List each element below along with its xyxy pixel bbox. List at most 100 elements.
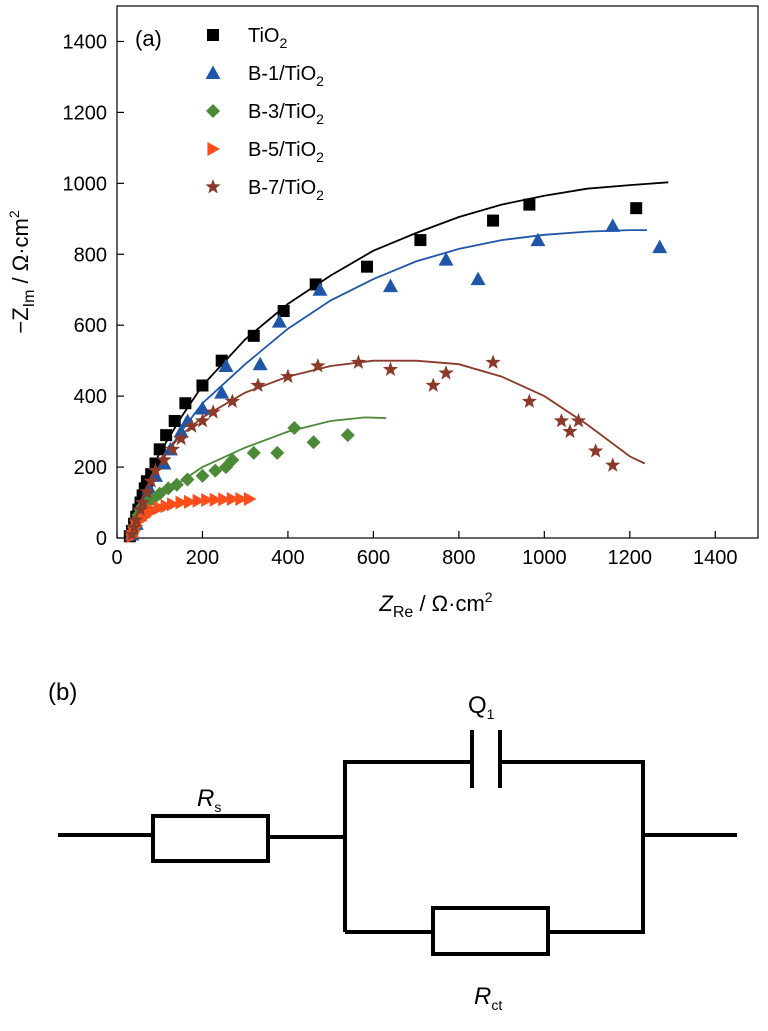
- data-point: [184, 494, 197, 509]
- y-tick-label: 0: [96, 528, 107, 550]
- data-point: [438, 365, 454, 380]
- data-point: [605, 457, 621, 472]
- legend-label: B-3/TiO2: [248, 101, 324, 127]
- panel-b-label: (b): [48, 679, 77, 706]
- resistor-rs: [151, 814, 270, 863]
- data-point: [160, 499, 174, 514]
- y-tick-label: 1400: [63, 31, 108, 53]
- x-tick-label: 400: [271, 547, 304, 569]
- data-point: [605, 218, 621, 232]
- legend-marker: [207, 29, 219, 41]
- x-axis-ticks: 0 200 400 600 800 1000 1200 1400: [111, 531, 738, 569]
- data-point: [196, 379, 209, 392]
- legend-label: B-7/TiO2: [248, 177, 324, 203]
- data-point: [208, 463, 223, 478]
- data-point: [487, 214, 500, 227]
- data-point: [652, 239, 668, 254]
- legend-label-text: TiO: [248, 25, 279, 47]
- data-point: [180, 472, 195, 487]
- data-point: [470, 271, 486, 286]
- data-point: [175, 495, 189, 510]
- data-point: [132, 501, 149, 517]
- data-point: [124, 526, 140, 541]
- legend-label-subscript: 2: [279, 35, 287, 51]
- data-point: [147, 503, 161, 518]
- legend-label: B-5/TiO2: [248, 139, 324, 165]
- data-point: [192, 493, 206, 508]
- legend-label-subscript: 2: [316, 111, 324, 127]
- data-point: [287, 421, 302, 436]
- data-point: [252, 356, 268, 371]
- data-point: [271, 314, 287, 328]
- data-point: [126, 519, 142, 534]
- data-point: [250, 377, 266, 392]
- data-point: [209, 492, 223, 507]
- data-point: [168, 414, 181, 427]
- y-tick-label: 800: [74, 244, 107, 266]
- data-point: [523, 198, 536, 211]
- data-point: [312, 282, 328, 296]
- chart-panel-a: 0 200 400 600 800 1000 1200 1400 0 200 400 600 800 1…: [6, 5, 759, 621]
- data-point: [562, 423, 578, 439]
- data-point: [530, 232, 546, 247]
- legend-label-subscript: 2: [316, 149, 324, 165]
- y-axis-ticks: 0 200 400 600 800 1000 1200 1400: [63, 31, 124, 550]
- data-point: [360, 260, 373, 273]
- data-point: [570, 413, 587, 428]
- legend-label: B-1/TiO2: [248, 63, 324, 89]
- label-rs: Rs: [197, 785, 221, 815]
- data-point: [147, 462, 164, 478]
- data-point: [164, 441, 181, 456]
- data-point: [154, 500, 167, 515]
- legend-label-text: B-1/TiO: [248, 63, 316, 85]
- data-point: [630, 202, 643, 215]
- data-point: [153, 443, 166, 456]
- data-point: [194, 401, 210, 415]
- legend-label-subscript: 2: [316, 73, 324, 89]
- data-point: [235, 491, 248, 506]
- x-tick-label: 1200: [608, 547, 653, 569]
- x-tick-label: 200: [186, 547, 219, 569]
- data-point: [173, 430, 189, 446]
- label-q1: Q1: [468, 692, 495, 722]
- data-point: [588, 443, 604, 458]
- data-point: [382, 278, 398, 293]
- data-point: [246, 445, 261, 460]
- data-point: [247, 329, 260, 342]
- legend-label-text: B-3/TiO: [248, 101, 316, 123]
- fit-curves: [128, 181, 669, 539]
- legend-marker: [205, 65, 221, 79]
- data-point: [128, 512, 144, 527]
- data-point: [205, 404, 221, 419]
- x-axis-label: ZRe / Ω·cm2: [378, 589, 492, 621]
- data-point: [306, 435, 321, 450]
- data-point: [218, 492, 231, 507]
- data-point: [225, 452, 240, 467]
- circuit-panel-b: [58, 730, 737, 956]
- data-point: [156, 452, 172, 467]
- data-point: [201, 493, 214, 508]
- panel-a-label: (a): [135, 26, 162, 51]
- data-point: [350, 354, 367, 369]
- data-point: [438, 252, 454, 266]
- data-point: [160, 429, 173, 442]
- data-point: [224, 393, 240, 408]
- y-tick-label: 400: [74, 386, 107, 408]
- data-markers: [123, 198, 668, 544]
- data-point: [270, 445, 285, 460]
- legend-marker: [205, 179, 221, 194]
- y-axis-label: −ZIm / Ω·cm2: [6, 210, 38, 334]
- data-point: [280, 368, 296, 384]
- x-tick-label: 800: [442, 547, 475, 569]
- x-tick-label: 0: [111, 547, 122, 569]
- circuit-labels: (b) Rs Q1 Rct: [48, 679, 502, 1013]
- legend-label-text: B-5/TiO: [248, 139, 316, 161]
- data-point: [425, 377, 441, 392]
- x-tick-label: 1400: [693, 547, 738, 569]
- data-point: [179, 397, 192, 410]
- data-point: [485, 354, 501, 369]
- y-tick-label: 1200: [63, 102, 108, 124]
- data-point: [139, 483, 155, 499]
